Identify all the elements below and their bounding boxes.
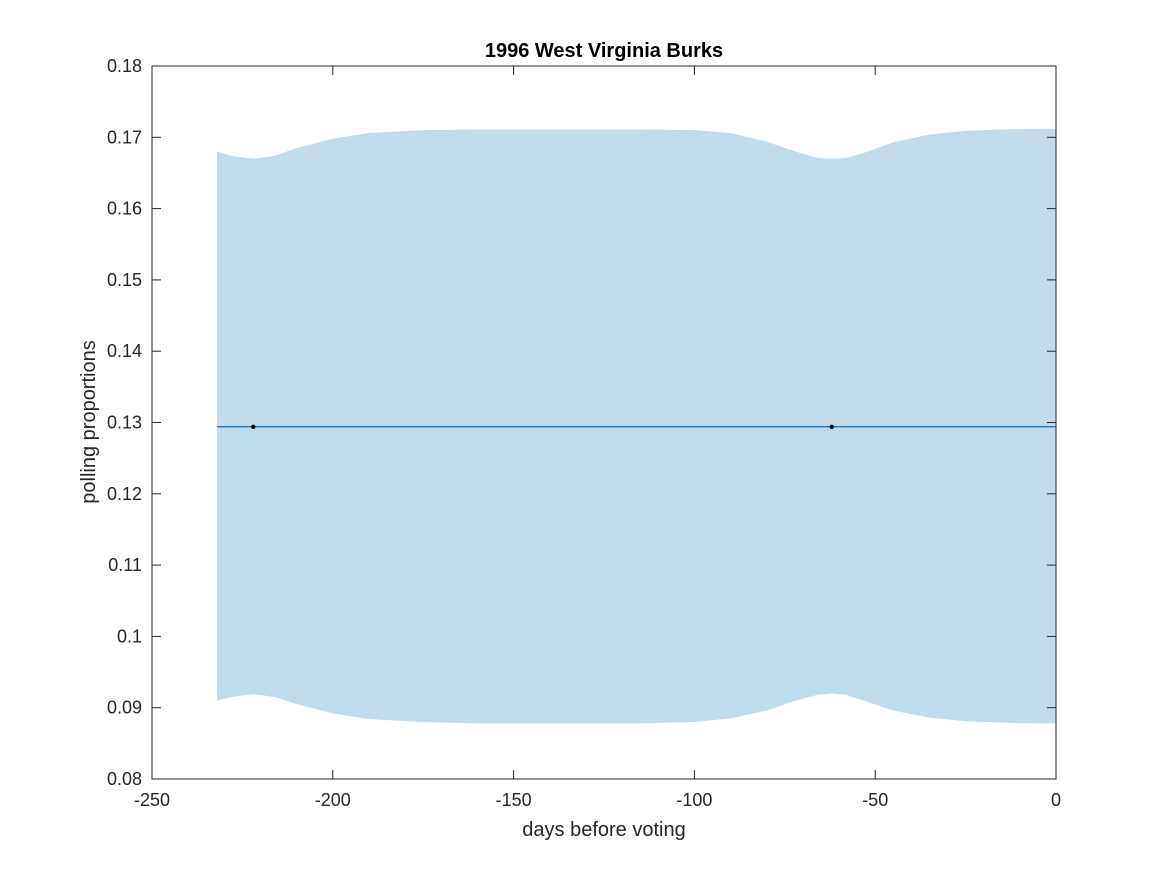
y-tick-label: 0.17 xyxy=(107,127,142,147)
poll-point xyxy=(251,424,256,429)
poll-point xyxy=(829,424,835,429)
y-tick-label: 0.1 xyxy=(117,626,142,646)
y-tick-label: 0.09 xyxy=(107,698,142,718)
x-tick-label: -50 xyxy=(862,790,888,810)
y-tick-label: 0.13 xyxy=(107,413,142,433)
x-tick-label: -100 xyxy=(676,790,712,810)
y-axis-label: polling proportions xyxy=(78,340,100,503)
y-tick-label: 0.16 xyxy=(107,199,142,219)
x-tick-label: -150 xyxy=(496,790,532,810)
x-tick-label: -200 xyxy=(315,790,351,810)
x-axis-label: days before voting xyxy=(522,819,685,841)
y-tick-label: 0.12 xyxy=(107,484,142,504)
y-tick-label: 0.08 xyxy=(107,769,142,789)
tick-layer: -250 -200 -150 -100 -50 0 0.08 0.09 0.1 0.11 0.12 0… xyxy=(107,56,1061,810)
y-tick-label: 0.18 xyxy=(107,56,142,76)
data-layer xyxy=(217,128,1056,724)
y-tick-label: 0.11 xyxy=(108,555,142,575)
y-tick-label: 0.15 xyxy=(107,270,142,290)
x-tick-label: -250 xyxy=(134,790,170,810)
confidence-band xyxy=(217,128,1056,724)
x-tick-label: 0 xyxy=(1051,790,1061,810)
chart-title: 1996 West Virginia Burks xyxy=(485,40,723,62)
y-tick-label: 0.14 xyxy=(107,341,142,361)
